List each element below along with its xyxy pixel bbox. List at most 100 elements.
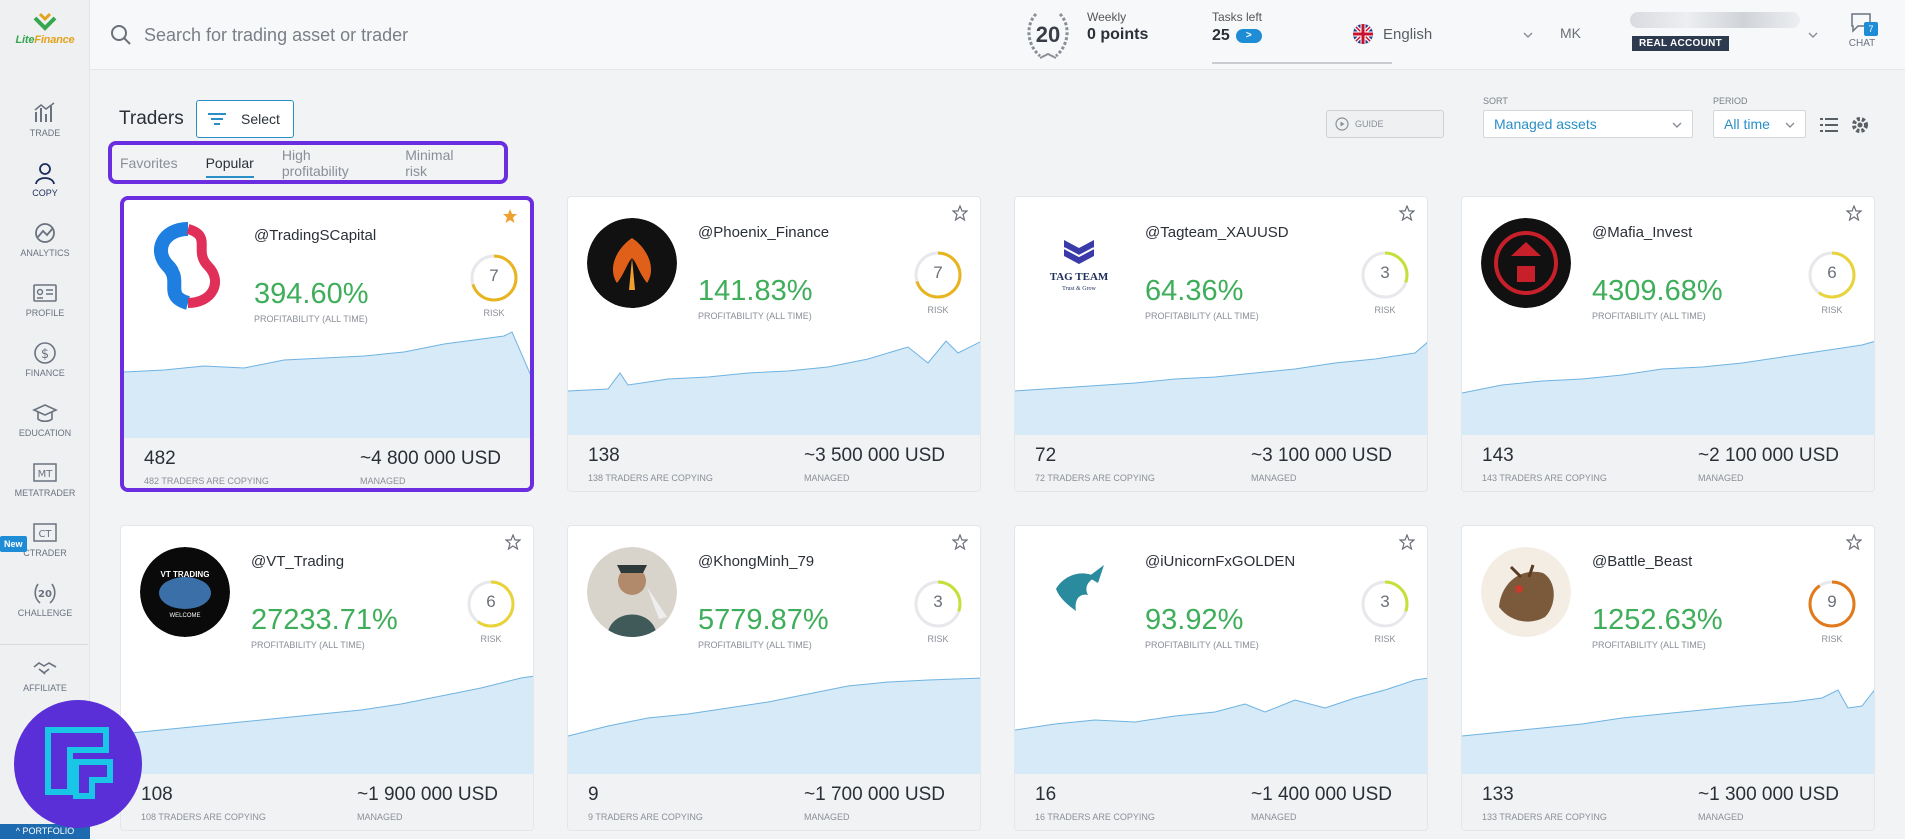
risk-value: 9: [1827, 592, 1837, 611]
star-outline-icon[interactable]: [1399, 205, 1415, 221]
trader-name[interactable]: @KhongMinh_79: [698, 553, 815, 570]
sidebar-item-label: COPY: [32, 188, 58, 198]
search-icon: [111, 25, 131, 45]
copiers-count: 143: [1482, 445, 1514, 466]
star-outline-icon[interactable]: [505, 534, 521, 550]
copiers-label: 9 TRADERS ARE COPYING: [588, 812, 703, 822]
copiers-label: 133 TRADERS ARE COPYING: [1482, 812, 1607, 822]
trader-name[interactable]: @Battle_Beast: [1592, 553, 1693, 570]
search-input[interactable]: [144, 22, 704, 48]
tasks-go-button[interactable]: >: [1235, 29, 1262, 43]
trader-card[interactable]: @Mafia_Invest 4309.68% PROFITABILITY (AL…: [1461, 196, 1875, 492]
sidebar-item-affiliate[interactable]: AFFILIATE: [0, 655, 90, 715]
svg-text:MT: MT: [38, 469, 54, 480]
trader-name[interactable]: @Tagteam_XAUUSD: [1145, 224, 1289, 241]
litefinance-logo[interactable]: LiteFinance: [6, 12, 84, 52]
sidebar-item-challenge[interactable]: 20 CHALLENGE: [0, 580, 90, 640]
risk-label: RISK: [1821, 305, 1843, 315]
star-outline-icon[interactable]: [952, 205, 968, 221]
tab-high-profitability[interactable]: High profitability: [281, 146, 349, 179]
trader-name[interactable]: @VT_Trading: [251, 553, 345, 570]
sidebar-item-label: EDUCATION: [18, 428, 72, 438]
search-bar[interactable]: [110, 20, 710, 50]
copiers-count: 482: [144, 448, 176, 469]
card-footer: 9 9 TRADERS ARE COPYING ~1 700 000 USD M…: [568, 774, 980, 830]
profitability-value: 93.92%: [1145, 604, 1244, 636]
gear-icon[interactable]: [1850, 115, 1870, 135]
challenge-level-badge[interactable]: 20: [1020, 8, 1076, 64]
copiers-label: 16 TRADERS ARE COPYING: [1035, 812, 1155, 822]
sidebar-item-finance[interactable]: $ FINANCE: [0, 340, 90, 400]
svg-text:TAG TEAM: TAG TEAM: [1050, 271, 1109, 283]
star-outline-icon[interactable]: [952, 534, 968, 550]
risk-label: RISK: [480, 634, 502, 644]
trader-card[interactable]: @iUnicornFxGOLDEN 93.92% PROFITABILITY (…: [1014, 525, 1428, 831]
profitability-value: 141.83%: [698, 275, 813, 307]
sidebar-item-copy[interactable]: COPY: [0, 160, 90, 220]
user-initials[interactable]: MK: [1560, 25, 1581, 41]
profitability-value: 4309.68%: [1592, 275, 1723, 307]
sidebar-item-education[interactable]: EDUCATION: [0, 400, 90, 460]
trader-card[interactable]: TAG TEAM Trust & Grow @Tagteam_XAUUSD 64.…: [1014, 196, 1428, 492]
star-outline-icon[interactable]: [1399, 534, 1415, 550]
trade-chart-icon: [34, 102, 55, 122]
ct-icon: CT: [33, 523, 57, 542]
portfolio-toggle[interactable]: ^ PORTFOLIO: [0, 824, 90, 839]
star-outline-icon[interactable]: [1846, 205, 1862, 221]
svg-text:CT: CT: [38, 529, 52, 540]
risk-gauge: 6: [1806, 249, 1858, 301]
managed-amount: ~1 300 000 USD: [1698, 784, 1840, 805]
risk-gauge: 6: [465, 578, 517, 630]
copiers-count: 16: [1035, 784, 1057, 805]
language-selector[interactable]: English: [1353, 24, 1432, 44]
sort-caption: SORT: [1483, 96, 1508, 106]
trader-name[interactable]: @Phoenix_Finance: [698, 224, 830, 241]
sidebar-item-profile[interactable]: PROFILE: [0, 280, 90, 340]
sidebar-item-analytics[interactable]: ANALYTICS: [0, 220, 90, 280]
sidebar-item-trade[interactable]: TRADE: [0, 100, 90, 160]
trader-avatar: [1481, 218, 1571, 308]
profitability-label: PROFITABILITY (ALL TIME): [698, 311, 812, 321]
account-name-blurred: [1630, 12, 1800, 28]
sidebar-item-label: TRADE: [29, 128, 61, 138]
star-outline-icon[interactable]: [1846, 534, 1862, 550]
trader-name[interactable]: @iUnicornFxGOLDEN: [1145, 553, 1296, 570]
guide-button[interactable]: GUIDE: [1326, 110, 1444, 138]
profitability-value: 64.36%: [1145, 275, 1244, 307]
chevron-down-icon[interactable]: [1523, 30, 1533, 40]
trader-card[interactable]: @Phoenix_Finance 141.83% PROFITABILITY (…: [567, 196, 981, 492]
equity-sparkline: [568, 340, 980, 435]
select-filter-button[interactable]: Select: [196, 100, 294, 138]
managed-label: MANAGED: [1251, 473, 1297, 483]
period-dropdown[interactable]: All time: [1713, 110, 1806, 138]
chat-button[interactable]: 7 CHAT: [1842, 12, 1882, 49]
sort-dropdown[interactable]: Managed assets: [1483, 110, 1693, 138]
account-selector[interactable]: REAL ACCOUNT: [1630, 8, 1810, 58]
copiers-label: 143 TRADERS ARE COPYING: [1482, 473, 1607, 483]
managed-label: MANAGED: [357, 812, 403, 822]
chevron-down-icon[interactable]: [1808, 30, 1818, 40]
analytics-icon: [35, 223, 55, 243]
sidebar-item-ctrader[interactable]: CT CTRADER: [0, 520, 90, 580]
sort-control: SORT Managed assets: [1483, 96, 1693, 138]
managed-amount: ~2 100 000 USD: [1698, 445, 1840, 466]
list-view-icon[interactable]: [1820, 117, 1838, 133]
trader-name[interactable]: @Mafia_Invest: [1592, 224, 1693, 241]
trader-card[interactable]: @KhongMinh_79 5779.87% PROFITABILITY (AL…: [567, 525, 981, 831]
tasks-left[interactable]: Tasks left 25 >: [1212, 10, 1392, 64]
risk-gauge: 3: [1359, 249, 1411, 301]
tab-popular[interactable]: Popular: [205, 154, 255, 178]
trader-card[interactable]: @Battle_Beast 1252.63% PROFITABILITY (AL…: [1461, 525, 1875, 831]
trader-name[interactable]: @TradingSCapital: [254, 227, 377, 244]
tab-minimal-risk[interactable]: Minimal risk: [405, 146, 454, 179]
trader-card[interactable]: @TradingSCapital 394.60% PROFITABILITY (…: [120, 196, 534, 492]
star-filled-icon[interactable]: [502, 208, 518, 224]
sidebar-item-metatrader[interactable]: MT METATRADER: [0, 460, 90, 520]
tab-favorites[interactable]: Favorites: [120, 154, 178, 171]
trader-card[interactable]: VT TRADING WELCOME @VT_Trading 27233.71% …: [120, 525, 534, 831]
trader-avatar: [587, 218, 677, 308]
sidebar-item-label: CTRADER: [23, 548, 67, 558]
svg-text:WELCOME: WELCOME: [169, 613, 200, 619]
chat-bubble-icon: [1851, 13, 1871, 33]
sidebar-item-label: METATRADER: [14, 488, 76, 498]
